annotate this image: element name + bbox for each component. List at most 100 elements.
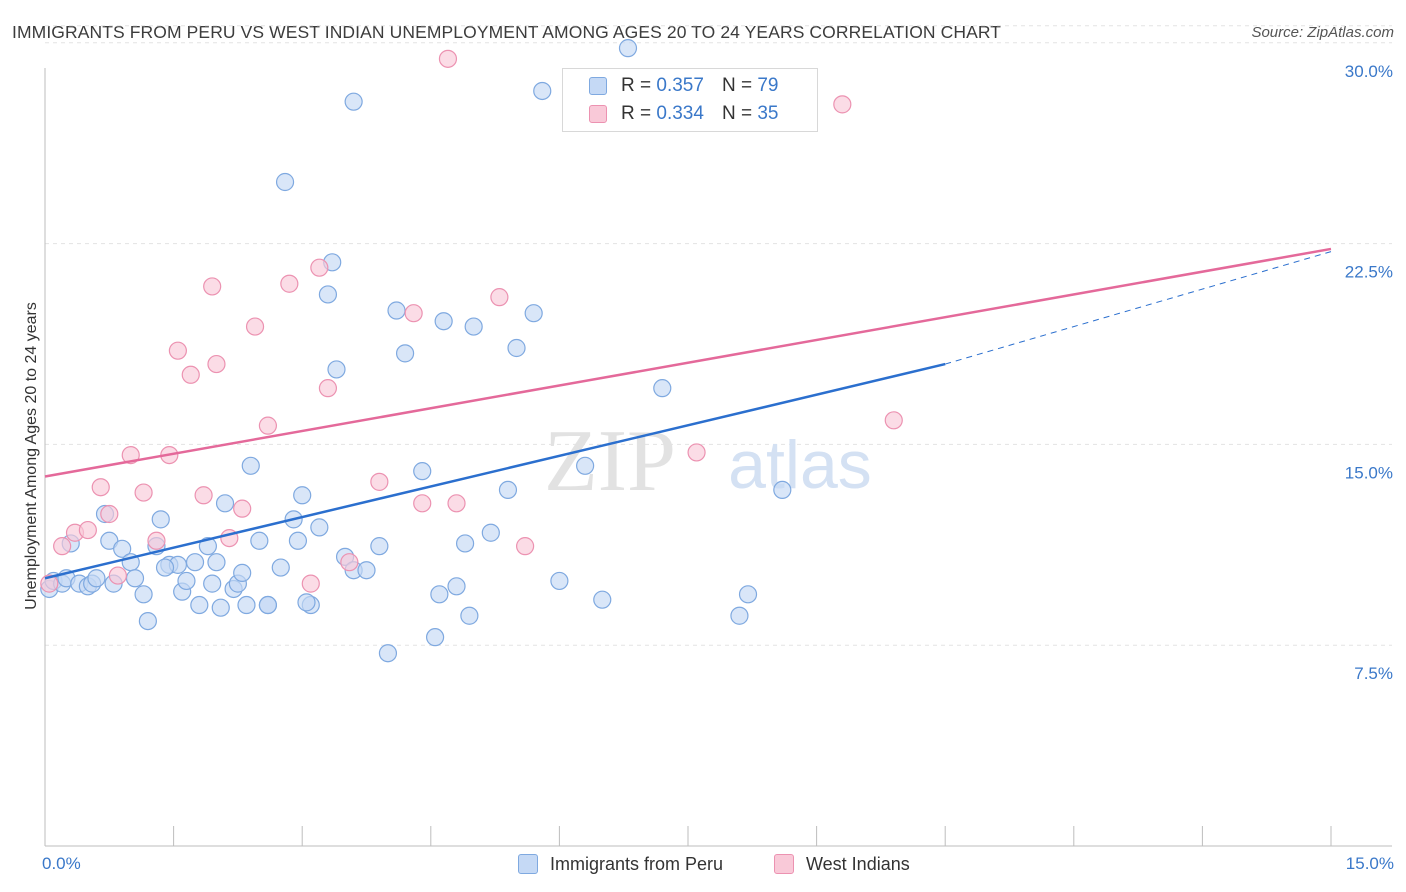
west-indians-point xyxy=(833,95,852,114)
peru-point xyxy=(297,593,316,612)
peru-point xyxy=(198,537,217,556)
west-indians-point xyxy=(516,537,535,556)
peru-point xyxy=(460,606,479,625)
peru-point xyxy=(185,553,205,572)
legend-r-label: R = xyxy=(621,103,652,124)
legend-r-label: R = xyxy=(621,75,652,96)
y-tick-label: 30.0% xyxy=(1345,62,1393,81)
peru-point xyxy=(87,569,106,588)
west-indians-point xyxy=(181,365,200,384)
chart-title: IMMIGRANTS FROM PERU VS WEST INDIAN UNEM… xyxy=(12,22,1002,42)
west-indians-point xyxy=(370,472,389,491)
peru-point xyxy=(464,317,483,336)
west-indians-legend-label: West Indians xyxy=(806,853,910,874)
legend-n-value-peru: 79 xyxy=(757,75,779,96)
peru-point xyxy=(550,571,569,591)
legend-row-peru: R = 0.357 N = 79 xyxy=(589,74,778,98)
y-tick-label: 7.5% xyxy=(1354,664,1393,683)
trend-layer xyxy=(44,247,1332,580)
west-indians-point xyxy=(134,483,153,502)
peru-point xyxy=(618,39,638,58)
peru-point xyxy=(395,344,415,363)
west-indians-point xyxy=(310,258,329,277)
peru-point xyxy=(241,456,260,475)
peru-point xyxy=(215,494,235,513)
peru-point xyxy=(370,537,389,556)
peru-point xyxy=(653,379,672,398)
peru-point xyxy=(134,585,153,604)
west-indians-point xyxy=(687,443,706,462)
watermark-zip: ZIP xyxy=(544,413,676,510)
west-indians-point xyxy=(194,486,213,505)
peru-point xyxy=(258,595,278,615)
peru-point xyxy=(507,338,526,358)
bottom-legend-peru: Immigrants from Peru xyxy=(518,852,723,876)
peru-point xyxy=(593,590,612,609)
peru-point xyxy=(125,569,145,588)
west-indians-point xyxy=(233,499,252,518)
peru-point xyxy=(100,531,119,550)
peru-point xyxy=(387,301,406,320)
west-indians-point xyxy=(207,354,226,374)
y-tick-label: 22.5% xyxy=(1345,263,1393,282)
peru-point xyxy=(250,531,269,550)
peru-point xyxy=(413,462,432,481)
grid-layer xyxy=(45,25,1392,646)
peru-point xyxy=(378,644,398,663)
west-indians-point xyxy=(147,531,166,550)
peru-point xyxy=(203,574,222,593)
west-indians-point xyxy=(301,574,320,593)
peru-point xyxy=(138,611,157,631)
peru-point xyxy=(447,577,466,596)
west-indians-point xyxy=(258,416,278,435)
peru-point xyxy=(327,360,346,379)
west-indians-point xyxy=(168,341,187,360)
peru-trend-line xyxy=(44,362,946,580)
west-indians-point xyxy=(100,504,119,524)
west-indians-point xyxy=(280,274,299,293)
legend-n-value-west-indians: 35 xyxy=(757,103,779,124)
legend-r-value-west-indians: 0.334 xyxy=(656,103,704,124)
west-indians-point xyxy=(438,49,458,68)
west-indians-trend-line xyxy=(44,247,1332,478)
x-tick-label-min: 0.0% xyxy=(42,854,81,873)
peru-point xyxy=(524,304,543,323)
peru-point xyxy=(151,510,170,529)
peru-point xyxy=(357,561,376,580)
peru-trend-extension xyxy=(945,251,1332,365)
x-tick-label-max: 15.0% xyxy=(1346,854,1394,873)
peru-point xyxy=(288,531,308,550)
peru-point xyxy=(344,92,363,111)
peru-point xyxy=(455,534,475,553)
points-layer xyxy=(40,39,903,663)
peru-point xyxy=(318,285,338,304)
peru-point xyxy=(155,558,175,577)
west-indians-legend-swatch xyxy=(774,854,794,874)
peru-point xyxy=(190,595,209,615)
legend-r-value-peru: 0.357 xyxy=(656,75,704,96)
west-indians-point xyxy=(404,304,423,323)
peru-point xyxy=(730,606,749,625)
west-indians-point xyxy=(413,494,432,513)
peru-point xyxy=(576,456,595,475)
west-indians-point xyxy=(203,277,222,296)
west-indians-point xyxy=(340,553,359,572)
peru-point xyxy=(430,585,449,604)
peru-point xyxy=(738,585,758,604)
watermark: ZIP atlas xyxy=(544,413,872,510)
peru-point xyxy=(207,553,226,572)
peru-point xyxy=(425,628,445,647)
west-indians-point xyxy=(245,317,265,336)
peru-point xyxy=(211,598,230,617)
peru-point xyxy=(310,518,329,537)
peru-swatch xyxy=(589,77,607,95)
west-indians-point xyxy=(318,379,338,398)
y-tick-label: 15.0% xyxy=(1345,463,1393,482)
peru-legend-label: Immigrants from Peru xyxy=(550,853,724,874)
legend-n-label: N = xyxy=(721,103,753,124)
bottom-legend-west-indians: West Indians xyxy=(774,852,910,876)
axis-layer: 7.5% 15.0% 22.5% 30.0% xyxy=(44,62,1393,847)
peru-point xyxy=(434,312,453,331)
west-indians-swatch xyxy=(589,105,607,123)
